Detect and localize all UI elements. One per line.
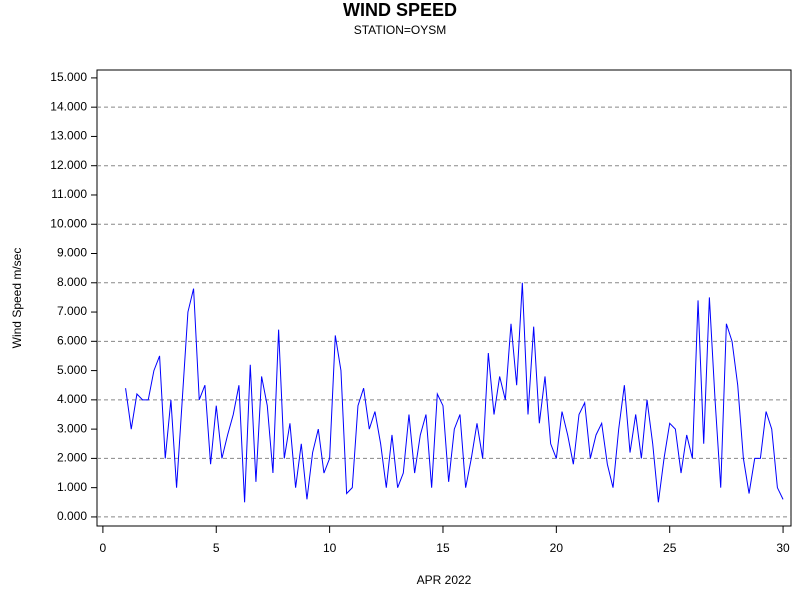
x-tick-label: 5 [213,541,220,555]
y-tick-label: 5.000 [57,363,87,377]
y-tick-label: 6.000 [57,333,87,347]
y-tick-label: 3.000 [57,421,87,435]
chart-title: WIND SPEED [343,0,457,20]
chart-subtitle: STATION=OYSM [354,23,447,37]
y-tick-label: 8.000 [57,275,87,289]
y-tick-label: 12.000 [50,158,87,172]
y-tick-label: 13.000 [50,129,87,143]
y-tick-label: 1.000 [57,480,87,494]
y-tick-label: 4.000 [57,392,87,406]
x-tick-label: 0 [100,541,107,555]
x-tick-label: 25 [663,541,677,555]
y-tick-label: 10.000 [50,216,87,230]
x-tick-label: 10 [323,541,337,555]
x-tick-label: 30 [776,541,790,555]
y-axis-label: Wind Speed m/sec [10,248,24,349]
y-tick-label: 14.000 [50,99,87,113]
y-tick-label: 15.000 [50,70,87,84]
data-line [125,282,784,503]
y-tick-label: 9.000 [57,246,87,260]
y-tick-label: 11.000 [51,187,87,201]
x-axis-label: APR 2022 [417,573,472,587]
y-tick-label: 7.000 [57,304,87,318]
plot-frame [96,69,792,527]
y-tick-label: 2.000 [57,451,87,465]
x-tick-label: 15 [436,541,450,555]
x-tick-label: 20 [550,541,564,555]
y-tick-label: 0.000 [57,509,87,523]
